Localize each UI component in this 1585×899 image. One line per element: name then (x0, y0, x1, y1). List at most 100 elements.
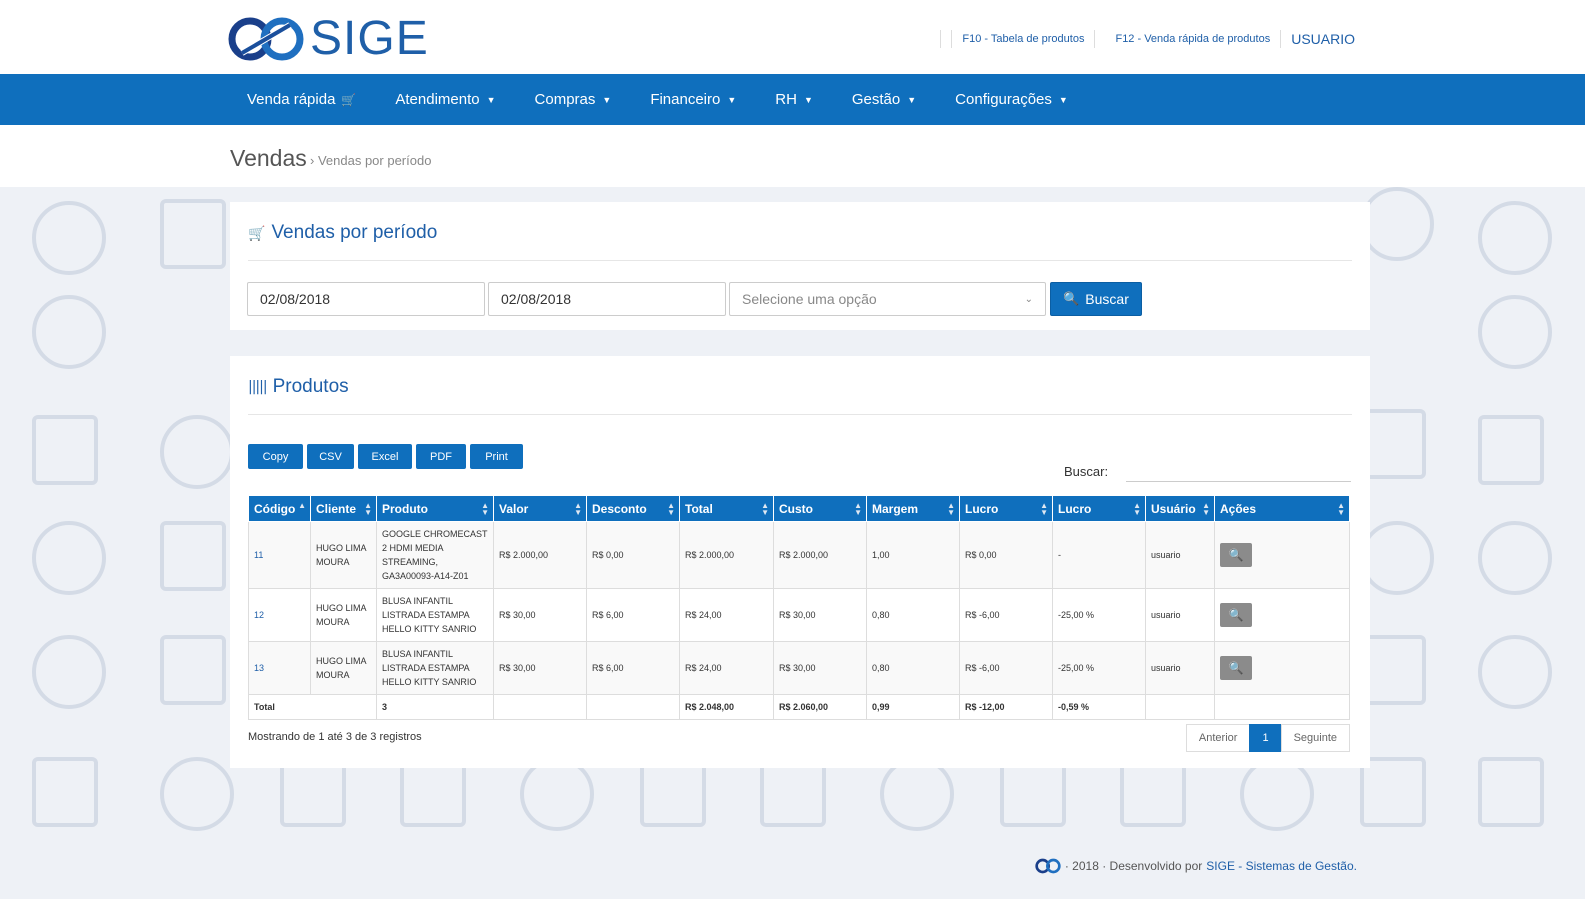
col-lucro-pct[interactable]: Lucro ▲ ▼ (1052, 495, 1146, 522)
search-button-label: Buscar (1085, 291, 1129, 307)
footer-link[interactable]: SIGE - Sistemas de Gestão. (1206, 859, 1357, 873)
col-label: Lucro (1058, 501, 1092, 516)
col-custo[interactable]: Custo ▲ ▼ (773, 495, 867, 522)
cell-usuario: usuario (1145, 521, 1215, 589)
nav-venda-rapida[interactable]: Venda rápida 🛒 (247, 91, 356, 108)
cell-total-lucro-pct: -0,59 % (1052, 694, 1146, 720)
cell-cliente: HUGO LIMA MOURA (310, 521, 377, 589)
view-button[interactable]: 🔍 (1220, 656, 1252, 680)
next-page-button[interactable]: Seguinte (1280, 724, 1350, 752)
nav-label: Venda rápida (247, 91, 336, 108)
col-label: Lucro (965, 501, 999, 516)
table-search-input[interactable] (1126, 454, 1351, 482)
products-card: ||||| Produtos Copy CSV Excel PDF Print … (230, 356, 1370, 768)
date-start-input[interactable]: 02/08/2018 (247, 282, 485, 316)
col-valor[interactable]: Valor ▲ ▼ (493, 495, 587, 522)
handshake-icon (160, 635, 226, 705)
cell-produto: BLUSA INFANTIL LISTRADA ESTAMPA HELLO KI… (376, 588, 494, 642)
filter-card: 🛒 Vendas por período 02/08/2018 02/08/20… (230, 202, 1370, 330)
nav-financeiro[interactable]: Financeiro ▼ (650, 91, 736, 108)
select-placeholder: Selecione uma opção (742, 291, 877, 307)
col-total[interactable]: Total ▲ ▼ (679, 495, 774, 522)
nav-compras[interactable]: Compras ▼ (535, 91, 612, 108)
excel-button[interactable]: Excel (358, 444, 412, 469)
nav-gestao[interactable]: Gestão ▼ (852, 91, 916, 108)
logo[interactable]: SIGE (228, 14, 429, 64)
divider (1280, 30, 1282, 48)
arrow-circle-icon (1360, 187, 1434, 261)
cart-icon: 🛒 (248, 224, 266, 241)
cell-total: R$ 24,00 (679, 588, 774, 642)
date-start-value: 02/08/2018 (260, 291, 331, 307)
date-end-input[interactable]: 02/08/2018 (488, 282, 726, 316)
link-tabela-produtos[interactable]: F10 - Tabela de produtos (962, 33, 1085, 45)
gear-icon (520, 757, 594, 831)
cart-icon: 🛒 (341, 92, 357, 107)
sort-icon: ▲ ▼ (1202, 501, 1210, 517)
cell-total: R$ 24,00 (679, 641, 774, 695)
col-usuario[interactable]: Usuário ▲ ▼ (1145, 495, 1215, 522)
gear-icon (32, 521, 106, 595)
products-title-label: Produtos (272, 376, 349, 397)
nav-configuracoes[interactable]: Configurações ▼ (955, 91, 1068, 108)
footer-text: · 2018 · Desenvolvido por (1064, 859, 1203, 873)
chevron-down-icon: ▼ (803, 94, 813, 105)
csv-button[interactable]: CSV (307, 444, 354, 469)
cell-cliente: HUGO LIMA MOURA (310, 588, 377, 642)
table-header-row: Código ▲ Cliente ▲ ▼ Produto ▲ ▼ Valor ▲ ▼ Desc… (248, 495, 1350, 522)
cell-lucro-pct: - (1052, 521, 1146, 589)
chevron-down-icon: ▼ (602, 94, 612, 105)
col-label: Total (685, 501, 713, 516)
cell-cliente: HUGO LIMA MOURA (310, 641, 377, 695)
col-label: Custo (779, 501, 813, 516)
cell-margem: 1,00 (866, 521, 960, 589)
col-cliente[interactable]: Cliente ▲ ▼ (310, 495, 377, 522)
copy-button[interactable]: Copy (248, 444, 303, 469)
print-button[interactable]: Print (470, 444, 523, 469)
col-produto[interactable]: Produto ▲ ▼ (376, 495, 494, 522)
col-desconto[interactable]: Desconto ▲ ▼ (586, 495, 680, 522)
search-button[interactable]: 🔍 Buscar (1050, 282, 1142, 316)
divider (951, 30, 953, 48)
top-header: SIGE F10 - Tabela de produtos F12 - Vend… (0, 0, 1585, 74)
table-row: 13 HUGO LIMA MOURA BLUSA INFANTIL LISTRA… (248, 641, 1350, 695)
thumbs-up-icon (160, 199, 226, 269)
cell-lucro-pct: -25,00 % (1052, 588, 1146, 642)
nav-rh[interactable]: RH ▼ (775, 91, 813, 108)
cell-codigo[interactable]: 13 (248, 641, 311, 695)
search-icon: 🔍 (1063, 291, 1080, 306)
chevron-down-icon: ▼ (1058, 94, 1068, 105)
col-acoes[interactable]: Ações ▲ ▼ (1214, 495, 1350, 522)
divider (248, 414, 1352, 415)
logo-text: SIGE (310, 12, 429, 65)
option-select[interactable]: Selecione uma opção ⌄ (729, 282, 1046, 316)
cell-total-count: 3 (376, 694, 494, 720)
cell-desconto: R$ 0,00 (586, 521, 680, 589)
nav-atendimento[interactable]: Atendimento ▼ (395, 91, 495, 108)
cell-codigo[interactable]: 11 (248, 521, 311, 589)
table-search-label: Buscar: (1064, 464, 1109, 479)
main-nav: Venda rápida 🛒 Atendimento ▼ Compras ▼ Fina… (0, 74, 1585, 125)
gear-icon (32, 201, 106, 275)
sort-icon: ▲ ▼ (481, 501, 489, 517)
people-icon (1478, 415, 1544, 485)
thumbs-up-icon (160, 521, 226, 591)
breadcrumb-sub-label: Vendas por período (317, 153, 432, 168)
gear-icon (1240, 757, 1314, 831)
pdf-button[interactable]: PDF (416, 444, 466, 469)
user-menu[interactable]: USUARIO (1291, 31, 1355, 47)
cell-total-margem: 0,99 (866, 694, 960, 720)
col-codigo[interactable]: Código ▲ (248, 495, 311, 522)
sige-logo-icon (1035, 858, 1061, 874)
col-lucro[interactable]: Lucro ▲ ▼ (959, 495, 1053, 522)
link-venda-rapida-produtos[interactable]: F12 - Venda rápida de produtos (1115, 33, 1271, 45)
col-margem[interactable]: Margem ▲ ▼ (866, 495, 960, 522)
cell-codigo[interactable]: 12 (248, 588, 311, 642)
view-button[interactable]: 🔍 (1220, 543, 1252, 567)
prev-page-button[interactable]: Anterior (1185, 724, 1251, 752)
barcode-icon: ||||| (248, 379, 268, 395)
col-label: Desconto (592, 501, 647, 516)
top-links: F10 - Tabela de produtos F12 - Venda ráp… (930, 30, 1355, 48)
view-button[interactable]: 🔍 (1220, 603, 1252, 627)
page-1-button[interactable]: 1 (1249, 724, 1282, 752)
